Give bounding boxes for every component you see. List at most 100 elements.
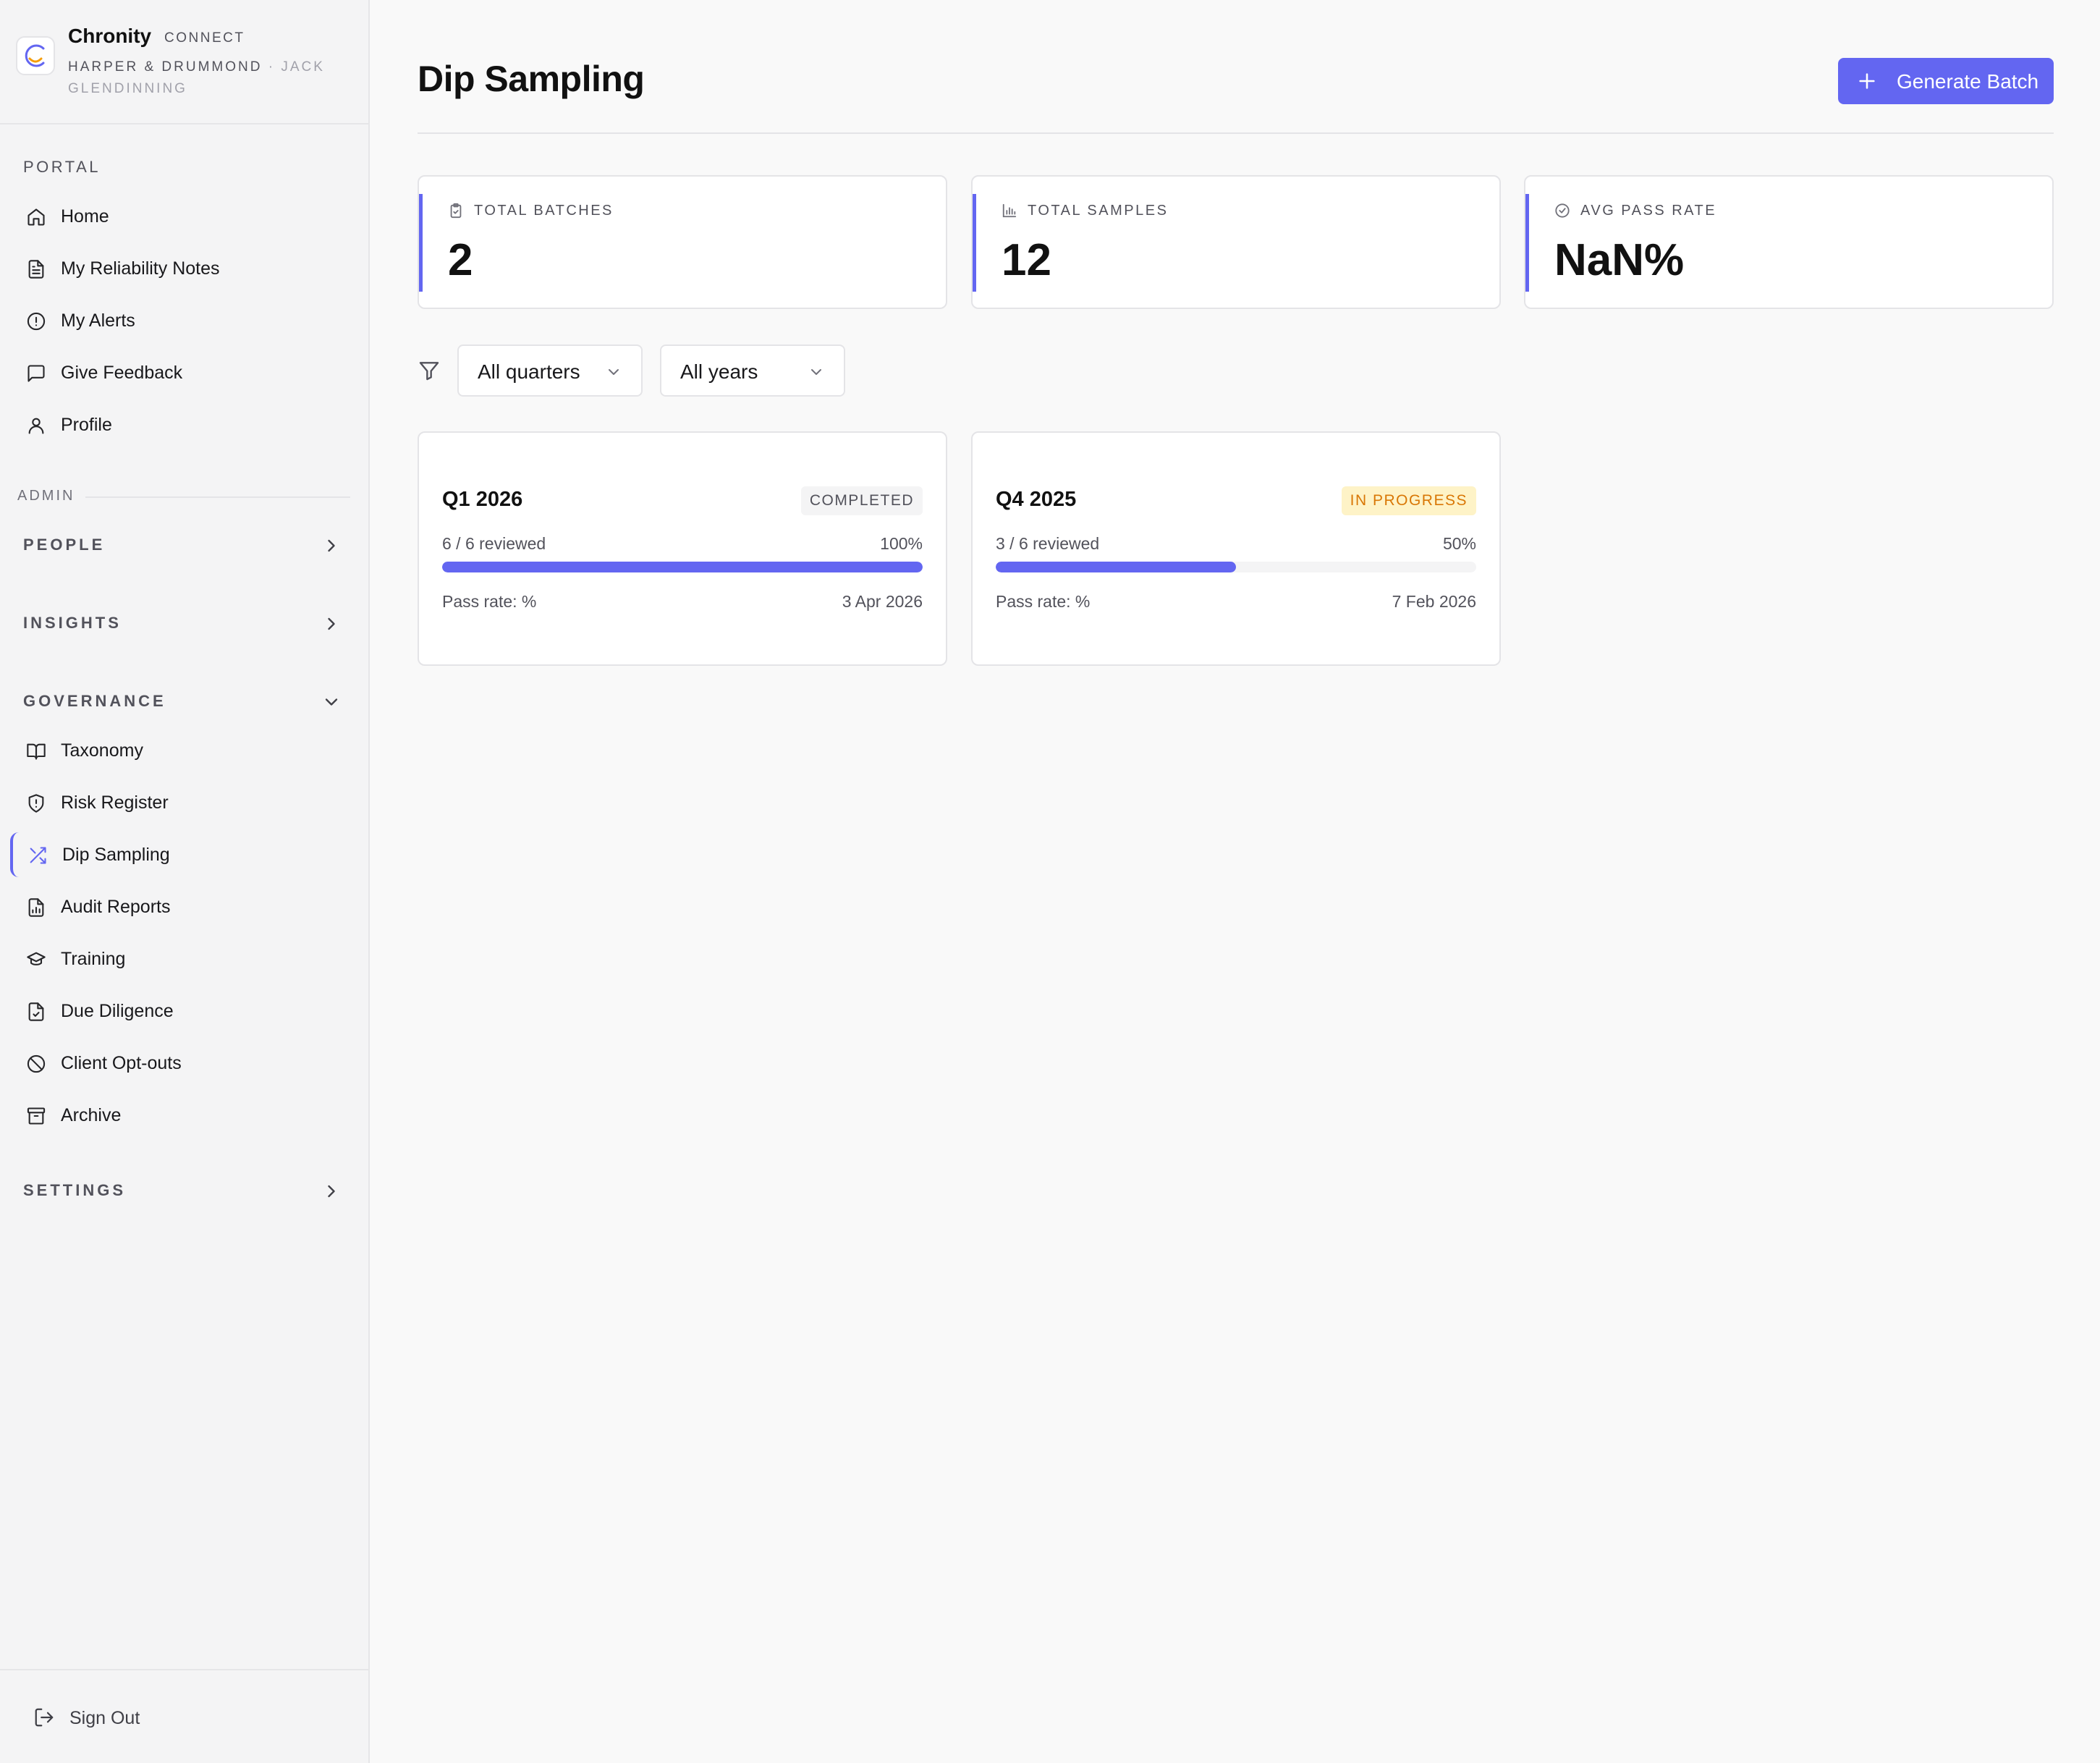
brand-header: Chronity CONNECT HARPER & DRUMMOND · JAC… <box>0 0 368 124</box>
sidebar-item-archive[interactable]: Archive <box>13 1093 355 1138</box>
stat-card-avg-pass-rate: AVG PASS RATE NaN% <box>1524 175 2054 309</box>
status-badge: COMPLETED <box>800 486 923 515</box>
chevron-right-icon <box>321 1181 342 1201</box>
sidebar-item-label: Client Opt-outs <box>61 1052 182 1073</box>
file-chart-icon <box>26 897 46 918</box>
quarter-select[interactable]: All quarters <box>457 344 643 397</box>
progress-fill <box>996 562 1236 572</box>
message-square-icon <box>26 363 46 384</box>
sidebar-item-home[interactable]: Home <box>13 194 355 239</box>
shuffle-icon <box>27 845 48 866</box>
book-open-icon <box>26 741 46 761</box>
sidebar-item-label: Give Feedback <box>61 362 183 383</box>
progress-fill <box>442 562 923 572</box>
sidebar-item-label: Dip Sampling <box>62 844 170 865</box>
portal-section-label: PORTAL <box>23 158 101 176</box>
generate-batch-button[interactable]: Generate Batch <box>1838 58 2054 104</box>
chevron-right-icon <box>321 614 342 634</box>
sidebar-item-label: Training <box>61 948 126 969</box>
batch-card[interactable]: Q4 2025 IN PROGRESS 3 / 6 reviewed 50% P… <box>971 431 1501 666</box>
year-select-value: All years <box>680 360 758 383</box>
brand-name: Chronity <box>68 25 152 47</box>
graduation-cap-icon <box>26 950 46 970</box>
main-content: Dip Sampling Generate Batch TOTAL BATCHE… <box>370 0 2100 1763</box>
stat-card-total-batches: TOTAL BATCHES 2 <box>418 175 947 309</box>
org-user-line: HARPER & DRUMMOND · JACK GLENDINNING <box>68 56 357 100</box>
group-label: PEOPLE <box>23 536 106 554</box>
sidebar-item-feedback[interactable]: Give Feedback <box>13 350 355 395</box>
stat-value: 12 <box>1002 235 1051 285</box>
batch-quarter: Q4 2025 <box>996 488 1077 511</box>
sidebar-item-label: Taxonomy <box>61 740 143 761</box>
archive-icon <box>26 1106 46 1126</box>
batch-date: 7 Feb 2026 <box>1392 592 1476 611</box>
batch-date: 3 Apr 2026 <box>842 592 923 611</box>
progress-bar <box>442 562 923 572</box>
stat-label: TOTAL BATCHES <box>474 203 614 219</box>
chevron-down-icon <box>605 363 622 381</box>
sidebar-item-label: Due Diligence <box>61 1000 174 1021</box>
batch-quarter: Q1 2026 <box>442 488 523 511</box>
stat-value: 2 <box>448 235 473 285</box>
quarter-select-value: All quarters <box>478 360 580 383</box>
batch-reviewed: 3 / 6 reviewed <box>996 534 1100 553</box>
sidebar-item-audit-reports[interactable]: Audit Reports <box>13 884 355 929</box>
batch-card[interactable]: Q1 2026 COMPLETED 6 / 6 reviewed 100% Pa… <box>418 431 947 666</box>
sidebar: Chronity CONNECT HARPER & DRUMMOND · JAC… <box>0 0 370 1763</box>
group-people[interactable]: PEOPLE <box>23 531 347 560</box>
sidebar-item-profile[interactable]: Profile <box>13 402 355 447</box>
group-label: GOVERNANCE <box>23 692 166 710</box>
log-out-icon <box>33 1707 55 1728</box>
ban-icon <box>26 1054 46 1074</box>
shield-alert-icon <box>26 793 46 813</box>
filter-icon <box>418 359 441 382</box>
stat-value: NaN% <box>1554 235 1685 285</box>
check-circle-icon <box>1554 203 1570 219</box>
sidebar-item-label: Archive <box>61 1104 122 1125</box>
sidebar-item-due-diligence[interactable]: Due Diligence <box>13 989 355 1033</box>
sidebar-item-label: Audit Reports <box>61 896 171 917</box>
sidebar-item-training[interactable]: Training <box>13 937 355 981</box>
year-select[interactable]: All years <box>660 344 845 397</box>
header-divider <box>418 132 2054 134</box>
app-logo <box>16 36 55 75</box>
group-insights[interactable]: INSIGHTS <box>23 609 347 638</box>
sidebar-item-reliability-notes[interactable]: My Reliability Notes <box>13 246 355 291</box>
user-icon <box>26 415 46 436</box>
chevron-right-icon <box>321 536 342 556</box>
sidebar-item-dip-sampling[interactable]: Dip Sampling <box>10 832 352 877</box>
batch-pass-rate: Pass rate: % <box>996 592 1091 611</box>
stat-accent <box>1525 194 1529 292</box>
progress-bar <box>996 562 1476 572</box>
sidebar-item-risk-register[interactable]: Risk Register <box>13 780 355 825</box>
sign-out-button[interactable]: Sign Out <box>22 1699 239 1735</box>
bar-chart-icon <box>1002 203 1017 219</box>
page-title: Dip Sampling <box>418 59 645 99</box>
group-settings[interactable]: SETTINGS <box>23 1177 347 1206</box>
group-governance[interactable]: GOVERNANCE <box>23 688 347 716</box>
batch-pass-rate: Pass rate: % <box>442 592 537 611</box>
brand-tag: CONNECT <box>164 30 245 46</box>
group-label: SETTINGS <box>23 1181 127 1199</box>
group-label: INSIGHTS <box>23 614 122 632</box>
status-badge: IN PROGRESS <box>1341 486 1476 515</box>
admin-section-label: ADMIN <box>17 488 75 504</box>
batch-percent: 100% <box>880 534 923 553</box>
stat-label: TOTAL SAMPLES <box>1028 203 1169 219</box>
batch-percent: 50% <box>1442 534 1476 553</box>
user-name: · JACK GLENDINNING <box>68 59 325 96</box>
chevron-down-icon <box>321 692 342 712</box>
sidebar-item-label: Risk Register <box>61 792 169 813</box>
sidebar-footer: Sign Out <box>0 1669 368 1763</box>
sidebar-item-label: Home <box>61 206 109 227</box>
sidebar-item-taxonomy[interactable]: Taxonomy <box>13 728 355 773</box>
stat-card-total-samples: TOTAL SAMPLES 12 <box>971 175 1501 309</box>
clipboard-icon <box>448 203 464 219</box>
sidebar-item-label: Profile <box>61 414 112 435</box>
sign-out-label: Sign Out <box>69 1708 140 1728</box>
org-name: HARPER & DRUMMOND <box>68 59 263 75</box>
sidebar-item-client-opt-outs[interactable]: Client Opt-outs <box>13 1041 355 1086</box>
sidebar-item-label: My Reliability Notes <box>61 258 220 279</box>
stat-accent <box>973 194 976 292</box>
sidebar-item-alerts[interactable]: My Alerts <box>13 298 355 343</box>
